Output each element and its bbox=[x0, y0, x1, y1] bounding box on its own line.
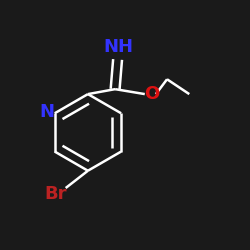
Text: O: O bbox=[144, 85, 159, 103]
Text: NH: NH bbox=[104, 38, 134, 56]
Text: Br: Br bbox=[44, 185, 67, 203]
Text: N: N bbox=[39, 103, 54, 121]
